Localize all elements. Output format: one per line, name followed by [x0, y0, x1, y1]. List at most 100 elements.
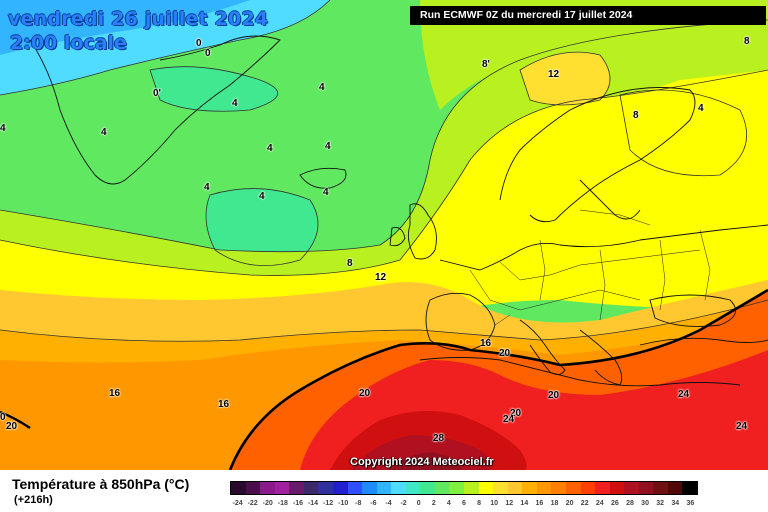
legend-swatch — [318, 482, 333, 494]
hot-core-30 — [350, 435, 492, 470]
isotherm-value-label: 4 — [204, 182, 210, 193]
coastlines — [29, 35, 768, 387]
warm-band-12 — [0, 70, 768, 345]
isotherm-value-label: 20 — [499, 348, 511, 359]
legend-swatch — [478, 482, 494, 494]
legend-tick-label: -18 — [277, 500, 288, 507]
legend-swatch — [565, 482, 581, 494]
isotherm-value-label: 20 — [359, 388, 371, 399]
country-borders — [469, 209, 711, 326]
forecast-time-title: 2:00 locale — [10, 32, 127, 54]
isotherm-value-label: 4 — [267, 143, 273, 154]
isotherm-value-label: 16 — [218, 399, 230, 410]
legend-swatch — [391, 482, 406, 494]
legend-tick-label: 30 — [641, 500, 649, 507]
legend-swatch — [682, 482, 697, 494]
legend-tick-label: -4 — [385, 500, 392, 507]
legend-swatch — [434, 482, 450, 494]
legend-tick-label: -14 — [307, 500, 319, 507]
isotherm-value-label: 20 — [548, 390, 560, 401]
legend-tick-label: 24 — [595, 500, 604, 507]
legend-swatch — [522, 482, 537, 494]
legend-tick-label: 2 — [431, 500, 436, 507]
isotherm-value-label: 0' — [153, 88, 161, 99]
legend-tick-label: -2 — [400, 500, 407, 507]
legend-tick-label: 4 — [446, 500, 451, 507]
legend-swatch — [449, 482, 464, 494]
color-legend — [230, 481, 698, 495]
legend-swatch — [609, 482, 625, 494]
isotherm-value-label: 4 — [0, 123, 6, 134]
map-canvas — [0, 0, 768, 470]
legend-swatch — [653, 482, 668, 494]
legend-tick-label: -12 — [323, 500, 334, 507]
legend-tick-label: 10 — [490, 500, 499, 507]
isotherm-20c-west — [0, 410, 31, 429]
legend-tick-label: -22 — [247, 500, 258, 507]
isotherm-value-label: 8 — [347, 258, 353, 269]
legend-swatch — [580, 482, 596, 494]
legend-tick-label: 28 — [626, 500, 634, 507]
legend-swatch — [595, 482, 610, 494]
isotherm-value-label: 24 — [503, 414, 515, 425]
isotherm-value-label: 12 — [548, 69, 560, 80]
isotherm-value-label: 16 — [109, 388, 121, 399]
legend-tick-label: 36 — [686, 500, 695, 507]
legend-tick-label: 0 — [416, 500, 421, 507]
isotherm-value-label: 4 — [232, 98, 238, 109]
isotherm-value-label: 4 — [259, 191, 265, 202]
legend-tick-label: 6 — [462, 500, 466, 507]
legend-tick-label: 26 — [610, 500, 619, 507]
isotherm-value-label: 0 — [196, 38, 202, 49]
temperature-map — [0, 0, 768, 470]
parameter-title: Température à 850hPa (°C) — [12, 476, 190, 492]
legend-swatch — [536, 482, 552, 494]
legend-tick-label: 16 — [535, 500, 544, 507]
legend-swatch — [274, 482, 290, 494]
forecast-lead-time: (+216h) — [14, 494, 53, 506]
legend-swatch — [289, 482, 304, 494]
legend-tick-label: 8 — [477, 500, 481, 507]
legend-swatch — [551, 482, 566, 494]
legend-swatch — [667, 482, 683, 494]
isotherm-value-label: 24 — [678, 389, 690, 400]
isotherm-value-label: 20 — [6, 421, 18, 432]
cool-pocket-atlantic — [206, 188, 318, 266]
legend-tick-label: -6 — [370, 500, 377, 507]
isotherm-value-label: 20 — [510, 408, 522, 419]
isotherm-20c — [228, 288, 768, 470]
legend-swatch — [231, 482, 246, 494]
forecast-date-title: vendredi 26 juillet 2024 — [8, 8, 269, 30]
legend-swatch — [245, 482, 261, 494]
legend-swatch — [347, 482, 363, 494]
legend-swatch — [332, 482, 348, 494]
legend-tick-label: -20 — [262, 500, 273, 507]
isotherm-value-label: 4 — [319, 82, 325, 93]
legend-tick-label: 22 — [580, 500, 589, 507]
isotherm-value-label: 24 — [736, 421, 748, 432]
model-run-info: Run ECMWF 0Z du mercredi 17 juillet 2024 — [410, 6, 766, 25]
isotherm-value-label: 8 — [744, 36, 750, 47]
legend-swatch — [638, 482, 654, 494]
isotherm-value-label: 4 — [323, 187, 329, 198]
isotherm-value-label: 28 — [433, 433, 445, 444]
warm-pocket-finland — [520, 52, 610, 105]
legend-swatch — [303, 482, 319, 494]
copyright-text: Copyright 2024 Meteociel.fr — [350, 456, 494, 468]
legend-tick-label: 18 — [550, 500, 559, 507]
legend-tick-label: 34 — [671, 500, 680, 507]
isotherm-value-label: 12 — [375, 272, 387, 283]
hot-core-32 — [390, 452, 462, 470]
isotherm-value-label: 0 — [205, 48, 211, 59]
cool-pocket-north — [150, 66, 278, 112]
legend-swatch — [464, 482, 479, 494]
legend-swatch — [624, 482, 639, 494]
legend-swatch — [507, 482, 523, 494]
legend-swatch — [420, 482, 435, 494]
isotherm-value-label: 4 — [698, 103, 704, 114]
isotherm-value-label: 4 — [101, 127, 107, 138]
legend-tick-label: -10 — [338, 500, 349, 507]
isotherm-value-label: 16 — [480, 338, 492, 349]
legend-swatch — [405, 482, 421, 494]
legend-ticks: -24 -22 -20 -18 -16 -14 -12 -10 -8 -6 -4 -2 0 2 4 6 8 10 1… — [230, 500, 698, 510]
